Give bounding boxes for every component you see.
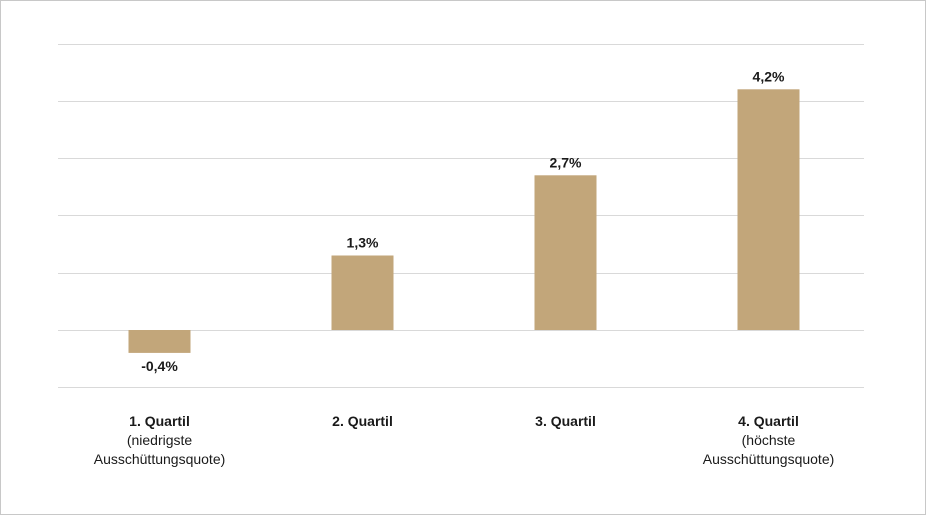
data-labels: -0,4% 1,3% 2,7% 4,2% bbox=[141, 68, 785, 374]
bar bbox=[128, 330, 191, 353]
data-label: 1,3% bbox=[347, 235, 379, 251]
data-label: -0,4% bbox=[141, 358, 178, 374]
category-labels: 1. Quartil (niedrigste Ausschüttungsquote)… bbox=[94, 413, 835, 467]
category-sublabel: Ausschüttungsquote) bbox=[94, 451, 226, 467]
category-sublabel: (niedrigste bbox=[127, 432, 193, 448]
gridlines bbox=[58, 44, 864, 388]
bars bbox=[128, 89, 800, 353]
data-label: 4,2% bbox=[753, 68, 785, 84]
bar bbox=[331, 255, 394, 330]
category-sublabel: Ausschüttungsquote) bbox=[703, 451, 835, 467]
category-label: 2. Quartil bbox=[332, 413, 393, 429]
category-label: 3. Quartil bbox=[535, 413, 596, 429]
category-label: 4. Quartil bbox=[738, 413, 799, 429]
data-label: 2,7% bbox=[550, 154, 582, 170]
bar bbox=[534, 175, 597, 330]
category-label: 1. Quartil bbox=[129, 413, 190, 429]
bar bbox=[737, 89, 800, 330]
category-sublabel: (höchste bbox=[742, 432, 796, 448]
